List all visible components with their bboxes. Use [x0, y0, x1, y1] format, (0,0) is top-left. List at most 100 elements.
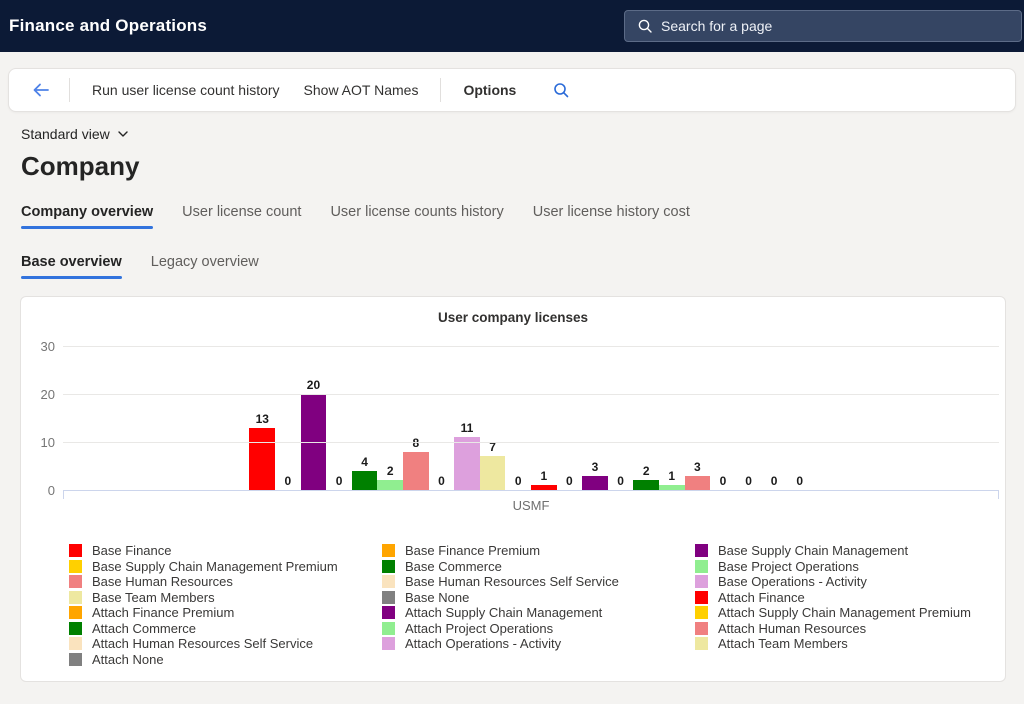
legend-label: Attach None — [92, 652, 164, 667]
bar-value-label: 0 — [438, 475, 445, 488]
legend-label: Attach Supply Chain Management Premium — [718, 605, 971, 620]
bar-slot: 3 — [582, 461, 608, 490]
bar-attach-supply-chain-management — [582, 476, 608, 490]
legend-item: Base Commerce — [382, 559, 695, 575]
legend-swatch — [69, 544, 82, 557]
legend-column: Base Finance PremiumBase CommerceBase Hu… — [382, 543, 695, 667]
legend-item: Attach Finance Premium — [69, 605, 382, 621]
tab-user-license-history-cost[interactable]: User license history cost — [533, 204, 690, 229]
search-icon — [637, 18, 653, 34]
bar-slot: 2 — [377, 465, 403, 490]
sub-tab-strip: Base overview Legacy overview — [21, 254, 1024, 279]
legend-label: Base Finance — [92, 543, 172, 558]
bar-slot: 1 — [659, 470, 685, 490]
legend-item: Attach Project Operations — [382, 621, 695, 637]
legend-item: Attach Supply Chain Management Premium — [695, 605, 1005, 621]
bar-value-label: 3 — [694, 461, 701, 474]
legend-swatch — [382, 560, 395, 573]
legend-swatch — [382, 591, 395, 604]
axis-end-tick — [63, 490, 64, 499]
legend-item: Attach Commerce — [69, 621, 382, 637]
y-tick-label: 0 — [21, 483, 55, 498]
legend-item: Attach Human Resources Self Service — [69, 636, 382, 652]
view-selector[interactable]: Standard view — [21, 126, 129, 142]
tab-legacy-overview[interactable]: Legacy overview — [151, 254, 259, 279]
tab-company-overview[interactable]: Company overview — [21, 204, 153, 229]
legend-item: Base Project Operations — [695, 559, 1005, 575]
legend-item: Base Team Members — [69, 590, 382, 606]
bar-slot: 0 — [326, 475, 352, 490]
command-bar-container: Run user license count history Show AOT … — [0, 52, 1024, 112]
bar-value-label: 0 — [720, 475, 727, 488]
chart-plot: 1302004280117010302130000 USMF 3020100 — [21, 330, 1005, 526]
bar-value-label: 1 — [668, 470, 675, 483]
bar-value-label: 13 — [256, 413, 269, 426]
bar-attach-human-resources — [685, 476, 711, 490]
search-icon — [552, 81, 570, 99]
bar-value-label: 1 — [540, 470, 547, 483]
x-axis-line — [63, 490, 999, 491]
legend-swatch — [695, 560, 708, 573]
bar-slot: 0 — [710, 475, 736, 490]
chart-title: User company licenses — [21, 310, 1005, 325]
legend-item: Attach Supply Chain Management — [382, 605, 695, 621]
page-search-button[interactable] — [542, 77, 580, 103]
bar-slot: 2 — [633, 465, 659, 490]
tab-user-license-counts-history[interactable]: User license counts history — [330, 204, 503, 229]
axis-end-tick — [998, 490, 999, 499]
legend-label: Attach Team Members — [718, 636, 848, 651]
tab-base-overview[interactable]: Base overview — [21, 254, 122, 279]
legend-item: Attach Operations - Activity — [382, 636, 695, 652]
legend-label: Base Supply Chain Management — [718, 543, 908, 558]
legend-label: Attach Supply Chain Management — [405, 605, 602, 620]
legend-swatch — [695, 544, 708, 557]
chevron-down-icon — [117, 128, 129, 140]
gridline — [63, 442, 999, 443]
bar-value-label: 0 — [285, 475, 292, 488]
legend-label: Base Team Members — [92, 590, 215, 605]
legend-swatch — [69, 653, 82, 666]
tab-user-license-count[interactable]: User license count — [182, 204, 301, 229]
back-arrow-icon — [31, 80, 51, 100]
global-search-box[interactable] — [624, 10, 1022, 42]
legend-item: Base Supply Chain Management — [695, 543, 1005, 559]
bar-attach-commerce — [633, 480, 659, 490]
legend-column: Base FinanceBase Supply Chain Management… — [69, 543, 382, 667]
legend-label: Base Supply Chain Management Premium — [92, 559, 338, 574]
options-button[interactable]: Options — [451, 76, 528, 104]
legend-swatch — [382, 606, 395, 619]
legend-item: Base Finance — [69, 543, 382, 559]
bar-slot: 20 — [301, 379, 327, 490]
bar-slot: 0 — [787, 475, 813, 490]
app-title: Finance and Operations — [9, 16, 207, 36]
bar-slot: 0 — [761, 475, 787, 490]
bar-value-label: 3 — [592, 461, 599, 474]
bar-slot: 0 — [429, 475, 455, 490]
view-selector-label: Standard view — [21, 126, 110, 142]
legend-label: Base None — [405, 590, 469, 605]
command-bar-divider — [69, 78, 70, 102]
show-aot-names-button[interactable]: Show AOT Names — [292, 76, 431, 104]
y-tick-label: 30 — [21, 339, 55, 354]
bar-base-project-operations — [377, 480, 403, 490]
bar-value-label: 0 — [566, 475, 573, 488]
bar-value-label: 0 — [771, 475, 778, 488]
back-button[interactable] — [23, 76, 59, 104]
global-search-input[interactable] — [661, 18, 1013, 34]
chart-legend: Base FinanceBase Supply Chain Management… — [21, 543, 1005, 667]
page-content: Standard view Company Company overview U… — [0, 112, 1024, 682]
bar-slot: 0 — [736, 475, 762, 490]
bar-slot: 0 — [608, 475, 634, 490]
bar-value-label: 2 — [387, 465, 394, 478]
run-user-license-count-history-button[interactable]: Run user license count history — [80, 76, 292, 104]
bar-value-label: 20 — [307, 379, 320, 392]
legend-swatch — [695, 591, 708, 604]
gridline — [63, 346, 999, 347]
main-tab-strip: Company overview User license count User… — [21, 204, 1024, 229]
legend-label: Attach Project Operations — [405, 621, 553, 636]
legend-label: Attach Operations - Activity — [405, 636, 561, 651]
bar-value-label: 8 — [412, 437, 419, 450]
top-navigation-bar: Finance and Operations — [0, 0, 1024, 52]
bar-slot: 11 — [454, 422, 480, 490]
legend-label: Base Operations - Activity — [718, 574, 867, 589]
